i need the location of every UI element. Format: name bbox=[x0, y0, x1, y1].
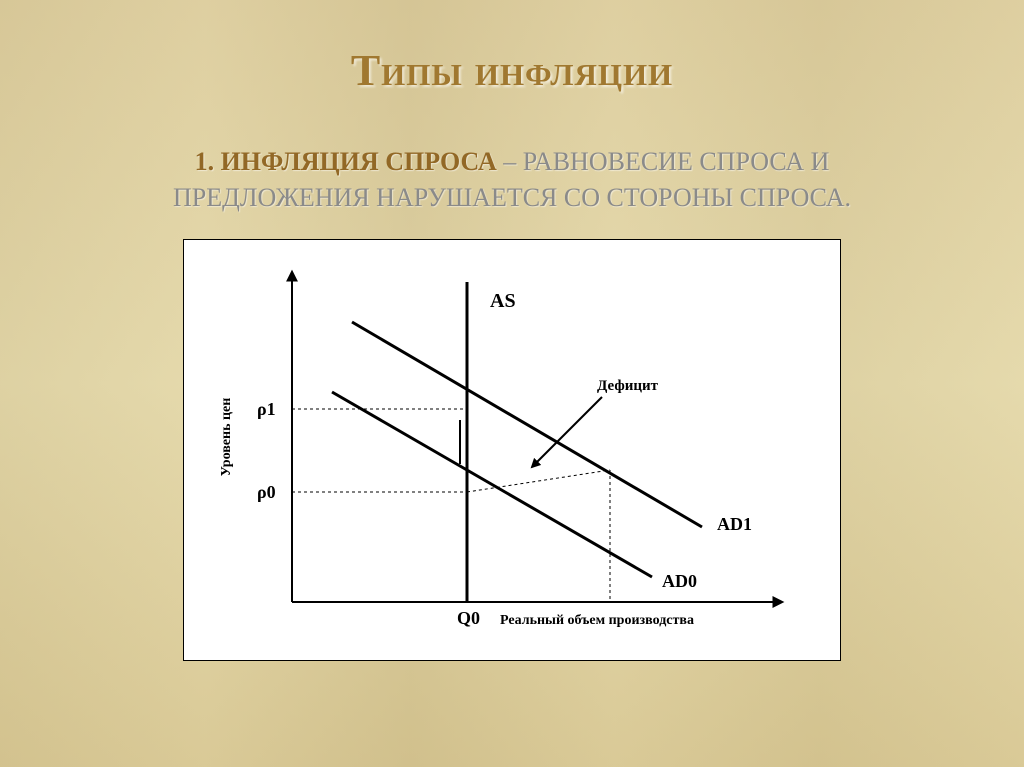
subtitle: 1. Инфляция спроса – равновесие спроса и… bbox=[173, 144, 851, 217]
subtitle-strong: 1. Инфляция спроса bbox=[195, 147, 497, 176]
p1-label: ρ1 bbox=[257, 399, 276, 419]
as-label: AS bbox=[490, 290, 516, 312]
subtitle-sep: – bbox=[497, 147, 523, 176]
ad1-curve bbox=[352, 322, 702, 527]
x-axis-label: Реальный объем производства bbox=[500, 613, 694, 628]
subtitle-rest2: предложения нарушается со стороны спроса… bbox=[173, 183, 851, 212]
subtitle-rest1: равновесие спроса и bbox=[523, 147, 830, 176]
deficit-label: Дефицит bbox=[597, 378, 659, 394]
demand-pull-inflation-chart: Уровень цен Реальный объем производства AS… bbox=[202, 252, 822, 652]
y-axis-label: Уровень цен bbox=[219, 397, 234, 476]
q0-label: Q0 bbox=[457, 608, 480, 628]
ad1-label: AD1 bbox=[717, 514, 752, 534]
ad0-curve bbox=[332, 392, 652, 577]
chart-container: Уровень цен Реальный объем производства AS… bbox=[183, 239, 841, 661]
page-title: Типы инфляции bbox=[351, 45, 673, 96]
ad0-label: AD0 bbox=[662, 571, 697, 591]
p0-label: ρ0 bbox=[257, 482, 276, 502]
